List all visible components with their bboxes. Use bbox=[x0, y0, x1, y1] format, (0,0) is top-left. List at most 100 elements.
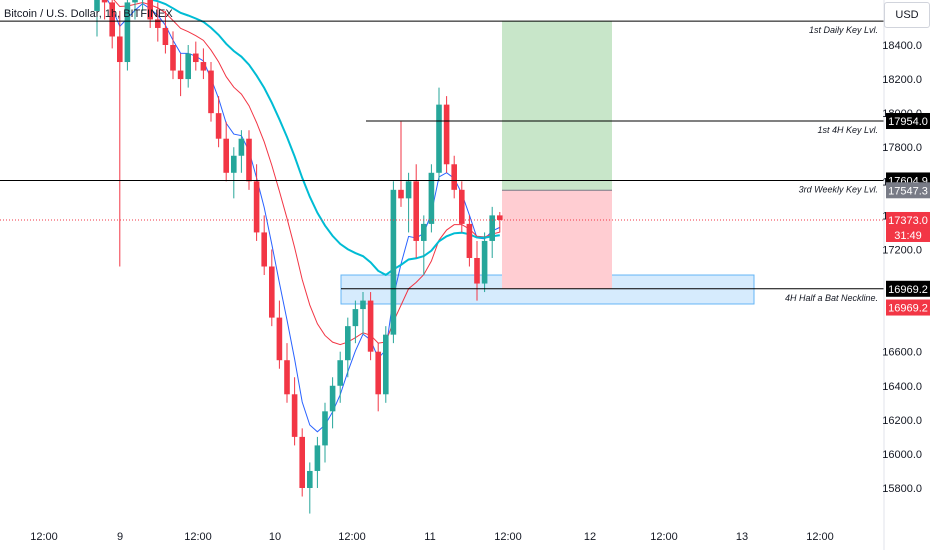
candle-body bbox=[497, 215, 503, 220]
candle-body bbox=[253, 181, 260, 233]
candle-body bbox=[481, 240, 488, 284]
price-tick-label: 16000.0 bbox=[882, 449, 922, 461]
price-tick-label: 17200.0 bbox=[882, 244, 922, 256]
annotation-layer: 1st Daily Key Lvl. 1st 4H Key Lvl. 3rd Wee… bbox=[0, 20, 884, 303]
level-tag-bg bbox=[886, 112, 930, 129]
candle-body bbox=[451, 164, 457, 190]
level-tag: 16969.2 bbox=[888, 284, 928, 296]
target-box bbox=[502, 21, 612, 191]
candle-body bbox=[299, 436, 305, 488]
candle-body bbox=[132, 0, 138, 3]
key-level-label: 1st 4H Key Lvl. bbox=[817, 125, 878, 135]
candle-body bbox=[238, 138, 245, 156]
candle-body bbox=[459, 189, 465, 224]
candle-body bbox=[398, 189, 404, 199]
time-tick-label: 12:00 bbox=[494, 531, 522, 543]
ema-fast-line bbox=[107, 0, 501, 433]
candle-body bbox=[390, 189, 397, 335]
entry-tag: 17547.3 bbox=[888, 185, 928, 197]
background-layer bbox=[107, 0, 755, 433]
candle-body bbox=[345, 326, 351, 361]
price-tick-label: 18400.0 bbox=[882, 40, 922, 52]
candle-body bbox=[223, 138, 229, 173]
candle-body bbox=[101, 0, 108, 3]
candle-body bbox=[291, 394, 298, 437]
last-price-tag-bg bbox=[886, 211, 930, 228]
time-tick-label: 12:00 bbox=[184, 531, 212, 543]
candle-body bbox=[405, 181, 412, 199]
time-tick-label: 10 bbox=[269, 531, 281, 543]
price-axis: 18400.018200.018000.017800.017600.017400… bbox=[882, 0, 930, 550]
candle-body bbox=[231, 155, 237, 173]
candles-layer bbox=[94, 0, 503, 514]
time-tick-label: 12:00 bbox=[30, 531, 58, 543]
candle-body bbox=[428, 172, 435, 224]
candle-body bbox=[261, 232, 267, 267]
candle-body bbox=[474, 257, 480, 284]
candle-body bbox=[269, 266, 275, 318]
candle-body bbox=[193, 53, 199, 63]
time-tick-label: 12:00 bbox=[338, 531, 366, 543]
candle-body bbox=[421, 223, 427, 241]
candle-body bbox=[329, 385, 336, 412]
candle-body bbox=[307, 470, 313, 488]
candle-body bbox=[117, 36, 123, 63]
stop-box bbox=[502, 190, 612, 289]
candle-body bbox=[170, 45, 176, 71]
candle-body bbox=[413, 181, 419, 241]
price-tick-label: 18200.0 bbox=[882, 74, 922, 86]
ema-slow-line bbox=[148, 0, 500, 277]
candle-body bbox=[284, 360, 290, 395]
countdown-bg bbox=[886, 227, 930, 242]
time-tick-label: 13 bbox=[736, 531, 748, 543]
price-tick-label: 17800.0 bbox=[882, 142, 922, 154]
candle-body bbox=[337, 360, 343, 386]
candle-body bbox=[314, 445, 321, 471]
time-axis: 12:00 9 12:00 10 12:00 11 12:00 12 12:00 13 12:00 bbox=[30, 531, 834, 543]
candle-body bbox=[360, 300, 366, 310]
candle-body bbox=[155, 19, 161, 28]
key-level-label: 4H Half a Bat Neckline. bbox=[785, 293, 878, 303]
candle-body bbox=[208, 70, 214, 114]
price-tick-label: 15800.0 bbox=[882, 483, 922, 495]
candle-body bbox=[375, 351, 381, 395]
time-tick-label: 12:00 bbox=[650, 531, 678, 543]
candle-body bbox=[352, 309, 359, 327]
time-tick-label: 12 bbox=[584, 531, 596, 543]
candle-body bbox=[215, 113, 222, 139]
candle-body bbox=[94, 0, 100, 11]
candle-body bbox=[246, 138, 252, 182]
key-level-label: 3rd Weekly Key Lvl. bbox=[799, 184, 878, 194]
time-tick-label: 12:00 bbox=[806, 531, 834, 543]
time-tick-label: 11 bbox=[424, 531, 435, 543]
currency-button[interactable]: USD bbox=[884, 2, 930, 28]
level-tag: 17954.0 bbox=[888, 116, 928, 128]
last-price-tag: 17373.0 bbox=[888, 215, 928, 227]
candle-body bbox=[436, 104, 442, 173]
price-tick-label: 16600.0 bbox=[882, 347, 922, 359]
price-tick-label: 16200.0 bbox=[882, 415, 922, 427]
candle-body bbox=[109, 2, 115, 37]
candle-body bbox=[177, 70, 184, 80]
candle-body bbox=[322, 411, 328, 446]
candle-body bbox=[185, 53, 191, 80]
stop-tag-bg bbox=[886, 299, 930, 316]
price-tick-label: 16400.0 bbox=[882, 381, 922, 393]
key-level-label: 1st Daily Key Lvl. bbox=[809, 25, 878, 35]
entry-tag-bg bbox=[886, 182, 930, 199]
stop-tag: 16969.2 bbox=[888, 303, 928, 315]
candle-body bbox=[466, 223, 473, 258]
candle-body bbox=[367, 300, 374, 352]
candle-body bbox=[124, 2, 131, 63]
countdown-label: 31:49 bbox=[894, 230, 922, 242]
chart-title: Bitcoin / U.S. Dollar, 1h, BITFINEX bbox=[4, 8, 173, 20]
candle-body bbox=[443, 104, 450, 165]
candle-body bbox=[489, 215, 495, 241]
candle-body bbox=[200, 62, 207, 71]
candle-body bbox=[162, 27, 169, 45]
candle-body bbox=[383, 334, 389, 395]
candle-body bbox=[276, 317, 283, 361]
level-tag-bg bbox=[886, 280, 930, 297]
